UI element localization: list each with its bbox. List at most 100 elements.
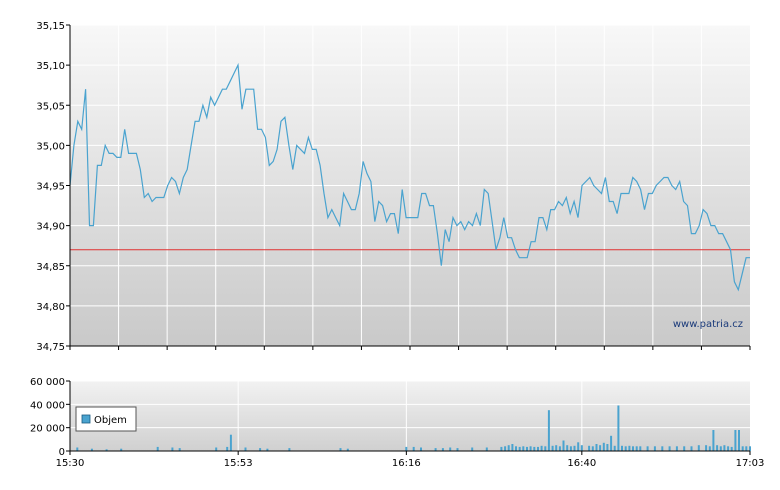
volume-bar bbox=[511, 444, 514, 451]
volume-bar bbox=[738, 430, 740, 451]
volume-bar bbox=[705, 445, 708, 451]
volume-bar bbox=[547, 410, 550, 451]
volume-bar bbox=[653, 446, 656, 451]
volume-bar bbox=[500, 446, 503, 451]
volume-bar bbox=[537, 446, 539, 451]
volume-bar bbox=[507, 445, 510, 451]
volume-bar bbox=[215, 447, 218, 451]
price-y-tick-label: 34,80 bbox=[36, 302, 65, 313]
volume-bar bbox=[544, 446, 547, 451]
volume-bar bbox=[456, 448, 459, 451]
volume-bar bbox=[518, 446, 521, 451]
volume-bar bbox=[635, 446, 638, 451]
volume-bar bbox=[730, 446, 733, 451]
volume-bar bbox=[591, 446, 594, 451]
volume-bar bbox=[624, 446, 627, 451]
price-y-tick-label: 35,05 bbox=[36, 101, 65, 112]
volume-bar bbox=[405, 446, 408, 451]
volume-bar bbox=[420, 447, 422, 451]
volume-bar bbox=[551, 445, 554, 452]
price-y-tick-label: 35,15 bbox=[36, 21, 65, 32]
volume-legend: Objem bbox=[75, 406, 137, 432]
volume-bar bbox=[639, 446, 642, 451]
volume-bar bbox=[434, 448, 437, 451]
volume-bar bbox=[661, 446, 664, 451]
price-y-tick-label: 34,85 bbox=[36, 262, 65, 273]
volume-bar bbox=[712, 430, 715, 451]
volume-bar bbox=[412, 446, 415, 451]
volume-bar bbox=[529, 446, 532, 451]
volume-bar bbox=[555, 445, 558, 451]
price-y-tick-label: 34,90 bbox=[36, 222, 65, 233]
volume-bar bbox=[697, 445, 700, 451]
watermark: www.patria.cz bbox=[673, 319, 743, 330]
volume-bar bbox=[266, 448, 269, 451]
volume-bar bbox=[745, 446, 748, 451]
volume-x-tick-label: 15:53 bbox=[224, 458, 253, 469]
legend-label: Objem bbox=[94, 415, 127, 426]
volume-bar bbox=[449, 447, 452, 451]
volume-bar bbox=[727, 446, 730, 451]
volume-bar bbox=[617, 405, 620, 451]
price-y-tick-label: 34,75 bbox=[36, 342, 65, 353]
volume-x-tick-label: 17:03 bbox=[736, 458, 765, 469]
volume-bar bbox=[558, 446, 561, 451]
volume-bar bbox=[690, 446, 693, 451]
volume-bar bbox=[602, 442, 605, 451]
volume-x-tick-label: 16:16 bbox=[392, 458, 421, 469]
volume-bar bbox=[288, 448, 291, 451]
volume-bar bbox=[749, 446, 751, 451]
volume-bar bbox=[621, 445, 623, 452]
volume-bar bbox=[156, 446, 159, 451]
volume-bar bbox=[632, 446, 634, 451]
volume-bar bbox=[522, 446, 525, 451]
volume-bar bbox=[485, 447, 488, 451]
price-y-tick-label: 35,10 bbox=[36, 61, 65, 72]
volume-bar bbox=[515, 446, 517, 451]
volume-bar bbox=[719, 446, 722, 451]
volume-bar bbox=[716, 445, 719, 451]
volume-bar bbox=[741, 446, 744, 451]
volume-bar bbox=[76, 447, 79, 451]
volume-bar bbox=[734, 430, 737, 451]
volume-bar bbox=[646, 446, 649, 451]
volume-bar bbox=[259, 448, 262, 451]
volume-bar bbox=[628, 445, 631, 452]
volume-y-tick-label: 40 000 bbox=[30, 400, 65, 411]
volume-bar bbox=[573, 445, 576, 452]
volume-bar bbox=[606, 444, 609, 451]
volume-bar bbox=[471, 447, 474, 451]
volume-bar bbox=[668, 446, 671, 451]
volume-bar bbox=[675, 446, 678, 451]
volume-bar bbox=[226, 446, 229, 451]
volume-bar bbox=[346, 448, 349, 451]
volume-bar bbox=[562, 440, 565, 451]
volume-bar bbox=[569, 446, 572, 451]
volume-bar bbox=[339, 448, 342, 451]
volume-y-tick-label: 0 bbox=[59, 447, 65, 458]
volume-bar bbox=[613, 445, 616, 452]
volume-bar bbox=[90, 448, 93, 451]
volume-bar bbox=[504, 446, 507, 451]
volume-bar bbox=[610, 435, 613, 451]
volume-bar bbox=[723, 445, 726, 451]
volume-bar bbox=[244, 447, 247, 451]
volume-bar bbox=[588, 445, 591, 452]
price-y-tick-label: 35,00 bbox=[36, 141, 65, 152]
volume-bar bbox=[120, 448, 123, 451]
volume-bar bbox=[178, 448, 181, 451]
volume-bar bbox=[566, 445, 569, 451]
volume-bar bbox=[683, 446, 686, 451]
volume-y-tick-label: 60 000 bbox=[30, 377, 65, 388]
volume-bar bbox=[533, 446, 536, 451]
volume-bar bbox=[577, 442, 580, 452]
volume-bar bbox=[229, 434, 232, 451]
volume-x-axis: 15:30 15:53 16:16 16:40 17:03 bbox=[56, 451, 765, 469]
volume-bar bbox=[171, 447, 174, 451]
volume-bar bbox=[580, 445, 583, 451]
volume-bar bbox=[540, 445, 543, 452]
volume-y-axis: 60 000 40 000 20 000 0 bbox=[30, 377, 70, 458]
price-x-axis-ticks bbox=[69, 346, 751, 350]
volume-x-tick-label: 16:40 bbox=[567, 458, 596, 469]
